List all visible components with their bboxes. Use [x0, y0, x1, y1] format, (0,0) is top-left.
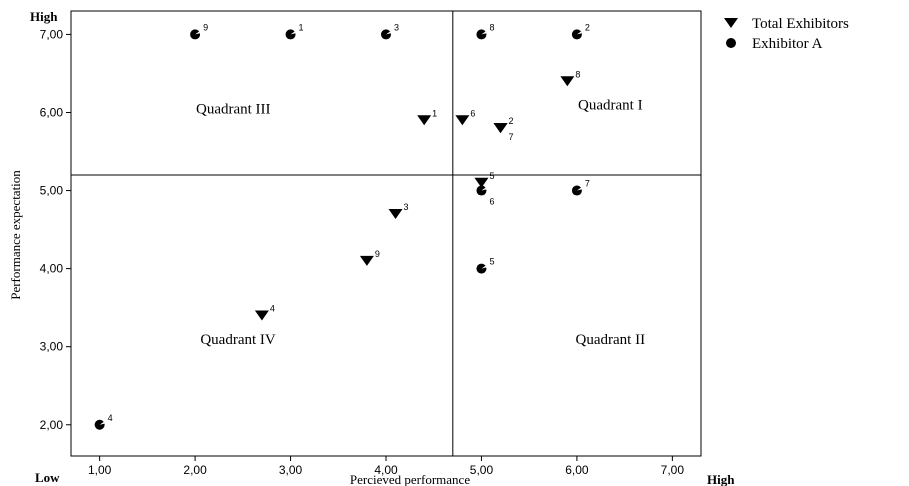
x-axis-ticks: 1,00 2,00 3,00 4,00 5,00 6,00 7,00	[88, 456, 684, 477]
point-label: 1	[299, 22, 304, 32]
point-total-exhibitors	[417, 115, 432, 126]
point-total-exhibitors	[455, 115, 470, 126]
point-label: 5	[489, 171, 494, 181]
quadrant-label: Quadrant II	[576, 332, 646, 348]
point-label: 4	[270, 303, 275, 313]
point-label: 3	[394, 22, 399, 32]
quadrant-labels: Quadrant I Quadrant II Quadrant III Quadran…	[196, 98, 645, 348]
legend: Total Exhibitors Exhibitor A	[724, 16, 849, 52]
point-total-exhibitors	[493, 123, 508, 134]
legend-marker-exhibitor-a	[726, 38, 736, 48]
data-points: 1 2 3 4 5 6 7 8 9 1 2 3 4 5 6 7 8 9	[94, 22, 590, 430]
y-tick-label: 2,00	[40, 418, 64, 432]
point-total-exhibitors	[560, 76, 575, 87]
point-exhibitor-a-notch	[99, 421, 105, 425]
point-label: 7	[509, 132, 514, 142]
quadrant-label: Quadrant IV	[200, 332, 276, 348]
x-high-label: High	[707, 472, 735, 486]
point-label: 6	[489, 197, 494, 207]
point-exhibitor-a-notch	[481, 187, 487, 191]
y-tick-label: 6,00	[40, 105, 64, 119]
point-exhibitor-a-notch	[481, 265, 487, 269]
x-tick-label: 2,00	[183, 463, 207, 477]
point-label: 7	[585, 179, 590, 189]
y-tick-label: 7,00	[40, 27, 64, 41]
point-label: 2	[585, 22, 590, 32]
point-label: 2	[509, 116, 514, 126]
point-label: 3	[404, 202, 409, 212]
point-label: 5	[489, 257, 494, 267]
point-exhibitor-a-notch	[386, 31, 391, 35]
quadrant-label: Quadrant I	[578, 98, 643, 114]
legend-label-exhibitor-a: Exhibitor A	[752, 36, 823, 52]
y-axis-title: Performance expectation	[8, 170, 23, 300]
plot-frame	[70, 10, 702, 457]
point-total-exhibitors	[254, 310, 269, 321]
x-tick-label: 1,00	[88, 463, 112, 477]
point-label: 1	[432, 108, 437, 118]
point-total-exhibitors	[388, 208, 403, 219]
x-low-label: Low	[35, 470, 60, 485]
y-tick-label: 5,00	[40, 184, 64, 198]
y-high-label: High	[30, 9, 58, 24]
point-exhibitor-a-notch	[195, 31, 201, 35]
x-tick-label: 7,00	[661, 463, 685, 477]
y-tick-label: 4,00	[40, 262, 64, 276]
point-label: 8	[575, 69, 580, 79]
legend-label-total-exhibitors: Total Exhibitors	[752, 16, 849, 32]
point-label: 4	[108, 413, 113, 423]
point-exhibitor-a-notch	[576, 187, 582, 191]
x-tick-label: 3,00	[279, 463, 303, 477]
point-exhibitor-a-notch	[576, 31, 582, 35]
legend-marker-total-exhibitors	[724, 18, 738, 28]
point-label: 8	[489, 22, 494, 32]
point-exhibitor-a-notch	[481, 31, 487, 35]
quadrant-label: Quadrant III	[196, 102, 271, 118]
x-tick-label: 5,00	[470, 463, 494, 477]
y-axis-ticks: 2,00 3,00 4,00 5,00 6,00 7,00	[40, 27, 71, 432]
point-exhibitor-a-notch	[290, 31, 296, 35]
x-tick-label: 6,00	[565, 463, 589, 477]
point-total-exhibitors	[359, 255, 374, 266]
y-tick-label: 3,00	[40, 340, 64, 354]
x-axis-title: Percieved performance	[350, 472, 470, 486]
point-label: 9	[203, 22, 208, 32]
point-total-exhibitors	[474, 177, 489, 188]
reference-lines	[71, 11, 701, 456]
point-label: 9	[375, 249, 380, 259]
x-tick-label: 4,00	[374, 463, 398, 477]
point-label: 6	[470, 108, 475, 118]
